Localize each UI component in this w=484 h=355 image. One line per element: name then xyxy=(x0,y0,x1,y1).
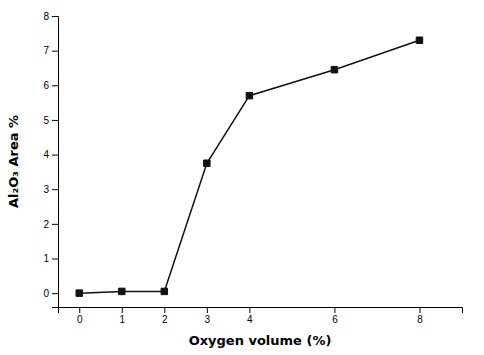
x-tick-label: 1 xyxy=(120,314,126,325)
y-tick-mark xyxy=(52,85,58,86)
y-tick: 1 xyxy=(43,253,58,264)
x-tick-mark xyxy=(164,307,165,313)
x-tick: 2 xyxy=(162,307,168,325)
x-tick: 0 xyxy=(77,307,83,325)
x-tick-label: 3 xyxy=(205,314,211,325)
x-tick: 3 xyxy=(205,307,211,325)
x-tick-mark xyxy=(419,307,420,313)
y-tick: 4 xyxy=(43,149,58,160)
y-tick: 6 xyxy=(43,80,58,91)
x-tick: 8 xyxy=(417,307,423,325)
y-tick-mark xyxy=(52,189,58,190)
x-tick-mark xyxy=(122,307,123,313)
x-tick-mark xyxy=(249,307,250,313)
y-tick: 0 xyxy=(43,288,58,299)
x-axis: 0 1 2 3 4 6 8 xyxy=(59,307,463,325)
y-tick-label: 0 xyxy=(43,288,49,299)
y-axis-title: Al₂O₃ Area % xyxy=(6,115,21,208)
y-tick-mark xyxy=(52,16,58,17)
y-tick-label: 5 xyxy=(43,115,49,126)
y-tick-mark xyxy=(52,259,58,260)
marker xyxy=(416,37,422,43)
x-axis-title: Oxygen volume (%) xyxy=(189,333,332,348)
y-axis-line xyxy=(52,17,59,308)
y-tick-mark xyxy=(52,120,58,121)
y-tick-mark xyxy=(52,51,58,52)
y-tick-label: 2 xyxy=(43,219,49,230)
x-tick-mark xyxy=(207,307,208,313)
marker xyxy=(246,92,252,98)
x-tick: 4 xyxy=(247,307,253,325)
x-tick-label: 0 xyxy=(77,314,83,325)
y-tick-mark xyxy=(52,224,58,225)
marker xyxy=(161,288,167,294)
y-axis: 0 1 2 3 4 5 6 7 8 xyxy=(43,11,58,308)
y-tick-mark xyxy=(52,293,58,294)
y-tick: 3 xyxy=(43,184,58,195)
line xyxy=(79,40,419,293)
x-tick-label: 8 xyxy=(417,314,423,325)
x-tick-label: 6 xyxy=(332,314,338,325)
x-tick-label: 2 xyxy=(162,314,168,325)
chart: 0 1 2 3 4 6 8 0 1 2 3 4 5 6 7 8 Oxygen volume (%) Al₂O₃ A… xyxy=(0,0,484,355)
x-axis-line xyxy=(59,308,463,314)
marks xyxy=(76,37,423,296)
marker xyxy=(76,290,82,296)
y-tick: 2 xyxy=(43,219,58,230)
marker xyxy=(119,288,125,294)
y-tick-label: 4 xyxy=(43,149,49,160)
y-tick-label: 3 xyxy=(43,184,49,195)
x-tick: 6 xyxy=(332,307,338,325)
x-tick: 1 xyxy=(120,307,126,325)
y-tick: 7 xyxy=(43,45,58,56)
y-tick-label: 6 xyxy=(43,80,49,91)
y-tick: 5 xyxy=(43,115,58,126)
y-tick-label: 8 xyxy=(43,11,49,22)
y-tick: 8 xyxy=(43,11,58,22)
x-tick-mark xyxy=(79,307,80,313)
y-tick-mark xyxy=(52,155,58,156)
marker xyxy=(204,160,210,166)
y-tick-label: 1 xyxy=(43,253,49,264)
plot: 0 1 2 3 4 6 8 0 1 2 3 4 5 6 7 8 Oxygen volume (%) Al₂O₃ A… xyxy=(6,11,463,348)
marker xyxy=(331,66,337,72)
x-tick-label: 4 xyxy=(247,314,253,325)
y-tick-label: 7 xyxy=(43,45,49,56)
x-tick-mark xyxy=(334,307,335,313)
